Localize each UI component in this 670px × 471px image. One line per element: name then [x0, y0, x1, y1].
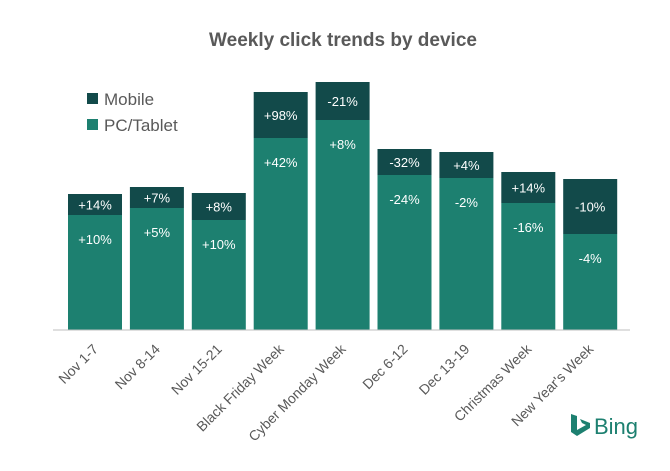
legend-label-pc-tablet: PC/Tablet: [104, 116, 178, 135]
data-label-mobile-christmas-week: +14%: [511, 181, 545, 196]
data-label-mobile-dec-13-19: +4%: [453, 158, 480, 173]
bar-mobile-christmas-week: [501, 172, 556, 203]
x-tick-label-dec-6-12: Dec 6-12: [359, 341, 411, 393]
bar-pc-tablet-dec-13-19: [439, 178, 494, 330]
data-label-mobile-black-friday-week: +98%: [264, 108, 298, 123]
data-label-mobile-dec-6-12: -32%: [389, 155, 420, 170]
data-label-pc-tablet-nov-8-14: +5%: [144, 225, 171, 240]
legend: Mobile PC/Tablet: [87, 90, 178, 135]
data-label-pc-tablet-nov-1-7: +10%: [78, 232, 112, 247]
data-label-pc-tablet-christmas-week: -16%: [513, 220, 544, 235]
legend-swatch-mobile: [87, 93, 98, 104]
data-label-pc-tablet-nov-15-21: +10%: [202, 237, 236, 252]
x-tick-label-nov-15-21: Nov 15-21: [168, 341, 225, 398]
x-tick-label-nov-1-7: Nov 1-7: [55, 341, 101, 387]
bar-mobile-black-friday-week: [253, 92, 308, 138]
data-label-mobile-nov-15-21: +8%: [206, 200, 233, 215]
bing-logo: Bing: [571, 414, 638, 439]
bars-group: +14% +10% +7% +5% +8% +10% +98% +42% -21% +8% -32%…: [68, 82, 618, 330]
bar-mobile-dec-13-19: [439, 152, 494, 178]
data-label-pc-tablet-dec-6-12: -24%: [389, 192, 420, 207]
bar-pc-tablet-nov-15-21: [191, 220, 246, 330]
bar-mobile-cyber-monday-week: [315, 82, 370, 120]
chart-title: Weekly click trends by device: [209, 30, 477, 51]
bar-mobile-new-year-s-week: [563, 179, 618, 234]
bar-pc-tablet-nov-8-14: [129, 208, 184, 330]
data-label-pc-tablet-new-year-s-week: -4%: [579, 251, 603, 266]
data-label-mobile-nov-8-14: +7%: [144, 191, 171, 206]
x-tick-label-nov-8-14: Nov 8-14: [112, 341, 164, 393]
legend-label-mobile: Mobile: [104, 90, 154, 109]
data-label-mobile-new-year-s-week: -10%: [575, 200, 606, 215]
x-tick-label-dec-13-19: Dec 13-19: [416, 341, 473, 398]
bar-pc-tablet-cyber-monday-week: [315, 120, 370, 330]
bar-mobile-nov-1-7: [68, 194, 122, 215]
legend-swatch-pc-tablet: [87, 119, 98, 130]
bar-pc-tablet-nov-1-7: [68, 215, 122, 330]
data-label-mobile-cyber-monday-week: -21%: [327, 94, 358, 109]
data-label-pc-tablet-dec-13-19: -2%: [455, 195, 479, 210]
data-label-pc-tablet-black-friday-week: +42%: [264, 155, 298, 170]
bar-pc-tablet-new-year-s-week: [563, 234, 618, 330]
bing-logo-text: Bing: [594, 414, 638, 439]
data-label-pc-tablet-cyber-monday-week: +8%: [329, 137, 356, 152]
data-label-mobile-nov-1-7: +14%: [78, 198, 112, 213]
bing-logo-icon: [571, 414, 590, 436]
bar-pc-tablet-black-friday-week: [253, 138, 308, 330]
bar-mobile-nov-15-21: [191, 193, 246, 220]
bar-mobile-dec-6-12: [377, 149, 432, 175]
bar-pc-tablet-christmas-week: [501, 203, 556, 330]
bar-mobile-nov-8-14: [129, 187, 184, 208]
bar-pc-tablet-dec-6-12: [377, 175, 432, 330]
